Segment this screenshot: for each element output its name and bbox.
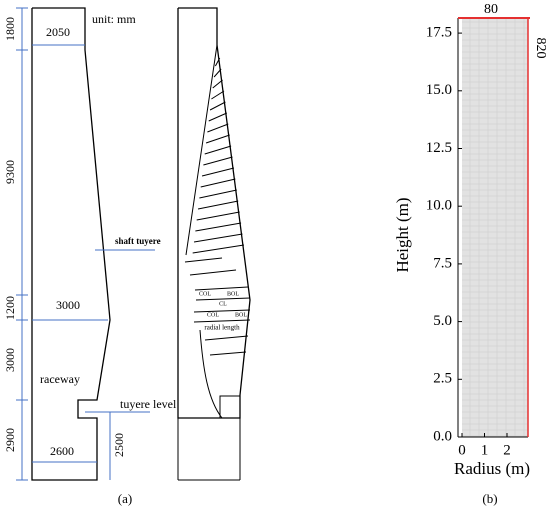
dim-label: 9300 [3,160,17,184]
layer-line [205,134,230,144]
layer-line [201,167,235,177]
dim-label: 2500 [112,433,126,457]
dim-label: 2600 [50,444,74,458]
y-axis-label: Height (m) [393,197,412,272]
y-tick-label: 17.5 [426,25,452,41]
layer-line [192,244,244,254]
caption: (a) [118,491,132,506]
layer-label: BOL [235,312,247,318]
raceway-label: raceway [40,372,80,386]
unit-label: unit: mm [92,12,136,26]
simulation-texture [462,18,528,437]
dimension-lines [16,7,155,481]
layer-line [204,145,232,155]
layer-line [194,286,249,291]
shaft-tuyere-label: shaft tuyere [115,236,161,246]
x-tick-label: 1 [481,442,489,458]
layer-line [209,101,226,111]
layer-line [197,200,239,210]
caption: (b) [482,491,497,506]
layer-line [207,123,229,133]
layer-label: BOL [227,291,239,297]
dim-label: 1800 [3,17,17,41]
layer-line [203,156,233,166]
dim-label: 2050 [46,25,70,39]
layer-line [193,233,243,243]
x-tick-label: 2 [503,442,511,458]
layer-label: COL [207,312,219,318]
dim-label: 1200 [3,296,17,320]
y-tick-label: 10.0 [426,198,452,214]
layer-line [204,335,249,341]
dim-label: 2900 [3,428,17,452]
furnace-profile [31,7,111,481]
y-tick-label: 7.5 [433,255,452,271]
y-tick-label: 12.5 [426,140,452,156]
layer-line [213,68,222,78]
simulation-image [462,18,528,437]
y-tick-label: 5.0 [433,313,452,329]
layer-line [195,222,242,232]
layer-line [195,297,251,301]
top-label: 80 [484,2,498,17]
burden-layers [177,7,251,481]
layer-line [193,319,251,323]
layer-line [193,309,251,313]
tuyere-level-label: tuyere level [120,397,177,411]
side-label: 820 [533,38,548,59]
y-tick-label: 0.0 [433,428,452,444]
dim-label: 3000 [56,298,80,312]
layer-label: CL [219,301,227,307]
layer-line [214,57,221,67]
layer-line [212,79,223,89]
layer-line [199,189,237,199]
x-tick-label: 0 [458,442,466,458]
layer-line [184,257,223,263]
layer-line [200,178,236,188]
layer-line [196,211,240,221]
layer-line [209,351,247,356]
y-tick-label: 2.5 [433,371,452,387]
x-axis-label: Radius (m) [454,459,530,478]
y-tick-label: 15.0 [426,82,452,98]
layer-line [189,269,237,276]
layer-line [211,90,225,100]
dim-label: 3000 [3,348,17,372]
layer-label: radial length [204,324,240,332]
layer-label: COL [199,291,211,297]
layer-line [208,112,228,122]
